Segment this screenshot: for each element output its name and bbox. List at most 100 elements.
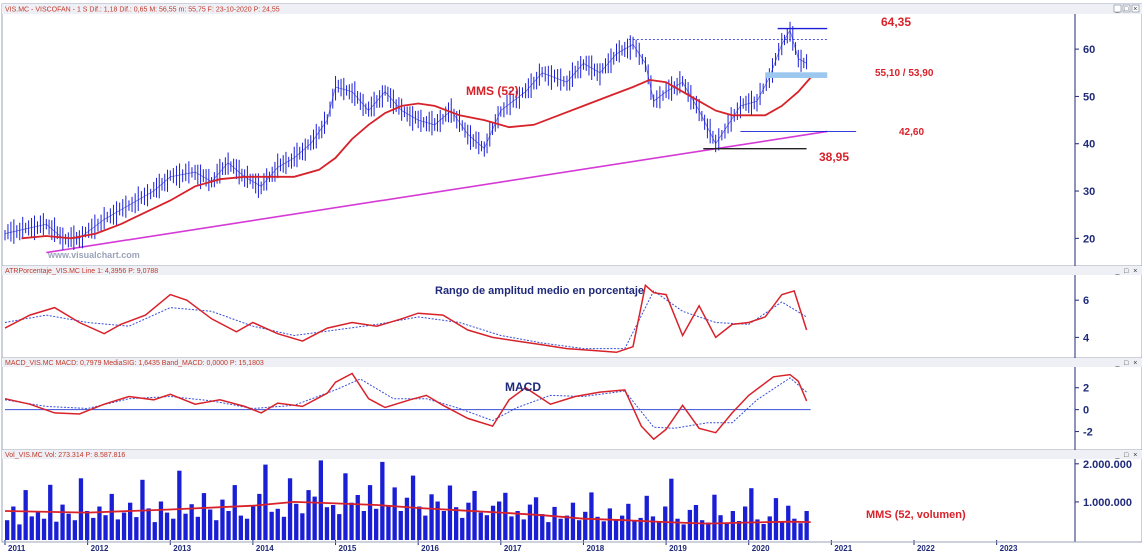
minimize-icon[interactable]: _ [1115, 360, 1120, 367]
volume-bar [724, 523, 729, 540]
volume-bar [85, 511, 90, 540]
volume-bar [779, 521, 785, 540]
volume-bar [103, 515, 108, 540]
volume-bar [638, 517, 643, 540]
watermark: www.visualchart.com [47, 250, 140, 260]
volume-bar [441, 511, 446, 540]
restore-icon[interactable]: □ [1124, 360, 1129, 367]
volume-bar [773, 498, 779, 540]
restore-icon[interactable]: □ [1124, 452, 1129, 459]
volume-y-tick-label: 2.000.000 [1083, 459, 1132, 471]
volume-bar [435, 501, 440, 540]
volume-bar [115, 519, 120, 540]
minimize-button[interactable] [1113, 4, 1122, 13]
volume-bar [238, 515, 243, 540]
close-icon[interactable]: × [1133, 268, 1137, 275]
volume-bar [275, 508, 280, 540]
volume-bar [613, 519, 619, 540]
volume-bar [367, 485, 373, 540]
price-header-bar [2, 4, 1142, 14]
volume-bar [201, 493, 207, 540]
volume-bar [306, 490, 311, 540]
x-tick-label: 2017 [504, 544, 522, 553]
price-header: VIS.MC - VISCOFAN - 1 S Dif.: 1,18 Dif.:… [5, 7, 280, 14]
volume-bar [208, 509, 213, 540]
atr-line [4, 283, 808, 354]
x-tick-label: 2015 [339, 544, 357, 553]
sma-label: MMS (52) [466, 84, 519, 98]
volume-bar [540, 514, 545, 540]
volume-bar [128, 502, 133, 540]
volume-bar [478, 512, 483, 540]
volume-bar [663, 506, 668, 540]
volume-bar [91, 517, 96, 540]
macd-panel [1, 357, 1142, 451]
atr-header: ATRPorcentaje_VIS.MC Line 1: 4,3956 P: 9… [5, 268, 158, 275]
volume-bar [687, 509, 692, 540]
volume-bar [472, 490, 477, 540]
trend-line [46, 130, 828, 254]
volume-bar [460, 517, 465, 540]
volume-bar [312, 496, 317, 540]
volume-bar [466, 502, 471, 540]
volume-bar [404, 497, 410, 540]
close-icon[interactable]: × [1133, 452, 1137, 459]
volume-bar [718, 515, 723, 540]
volume-bar [121, 512, 127, 540]
minimize-icon[interactable]: _ [1115, 452, 1120, 459]
atr-y-tick-label: 6 [1083, 295, 1089, 307]
volume-bar [134, 517, 139, 540]
macd-plot: -2 0 2 [4, 372, 1093, 441]
x-tick-label: 2021 [834, 544, 852, 553]
atr-header-bar [2, 266, 1142, 275]
volume-bar [675, 518, 680, 540]
support-band [765, 72, 828, 78]
volume-bar [669, 478, 674, 540]
minimize-icon[interactable]: _ [1115, 268, 1120, 275]
close-icon: × [1133, 6, 1137, 13]
volume-bar [497, 501, 502, 540]
atr-panel [1, 265, 1142, 359]
volume-header: Vol_VIS.MC Vol: 273.314 P: 8.587.816 [5, 452, 125, 459]
volume-bar [380, 461, 385, 540]
x-axis: 2011 2012 2013 2014 2015 2016 2017 2018 2019 2020… [2, 540, 1142, 553]
volume-bar [257, 493, 262, 540]
volume-bar [521, 519, 526, 540]
volume-bar [232, 485, 237, 540]
volume-bar [564, 515, 569, 540]
volume-bar [287, 478, 293, 540]
volume-bar [417, 506, 422, 540]
level-band-label: 55,10 / 53,90 [875, 68, 934, 79]
volume-bar [736, 521, 742, 540]
volume-bar [583, 511, 588, 540]
volume-bar [595, 516, 600, 540]
volume-bar [374, 508, 379, 540]
close-button[interactable] [1131, 4, 1140, 13]
volume-bar [552, 506, 557, 540]
volume-bar [706, 522, 711, 540]
macd-window-controls: _ □ × [1115, 360, 1138, 367]
volume-bar [490, 505, 496, 540]
volume-bar [158, 501, 164, 540]
volume-bar [749, 488, 754, 540]
macd-title: MACD [505, 380, 541, 394]
macd-y-tick-label: 0 [1083, 405, 1089, 417]
volume-bar [171, 518, 176, 540]
macd-y-tick-label: -2 [1083, 427, 1093, 439]
x-tick-label: 2019 [669, 544, 687, 553]
volume-bar [798, 523, 803, 540]
atr-average-line [4, 290, 807, 350]
volume-bar [361, 511, 366, 540]
volume-bar [11, 506, 16, 540]
price-y-tick-label: 30 [1083, 186, 1095, 198]
volume-bar [195, 516, 200, 540]
sma-52-line [21, 76, 812, 240]
volume-bar [164, 512, 170, 540]
volume-bar [656, 522, 662, 540]
restore-button[interactable] [1122, 4, 1131, 13]
level-mid-label: 42,60 [899, 127, 924, 138]
volume-bar [804, 511, 809, 540]
restore-icon[interactable]: □ [1124, 268, 1129, 275]
close-icon[interactable]: × [1133, 360, 1137, 367]
